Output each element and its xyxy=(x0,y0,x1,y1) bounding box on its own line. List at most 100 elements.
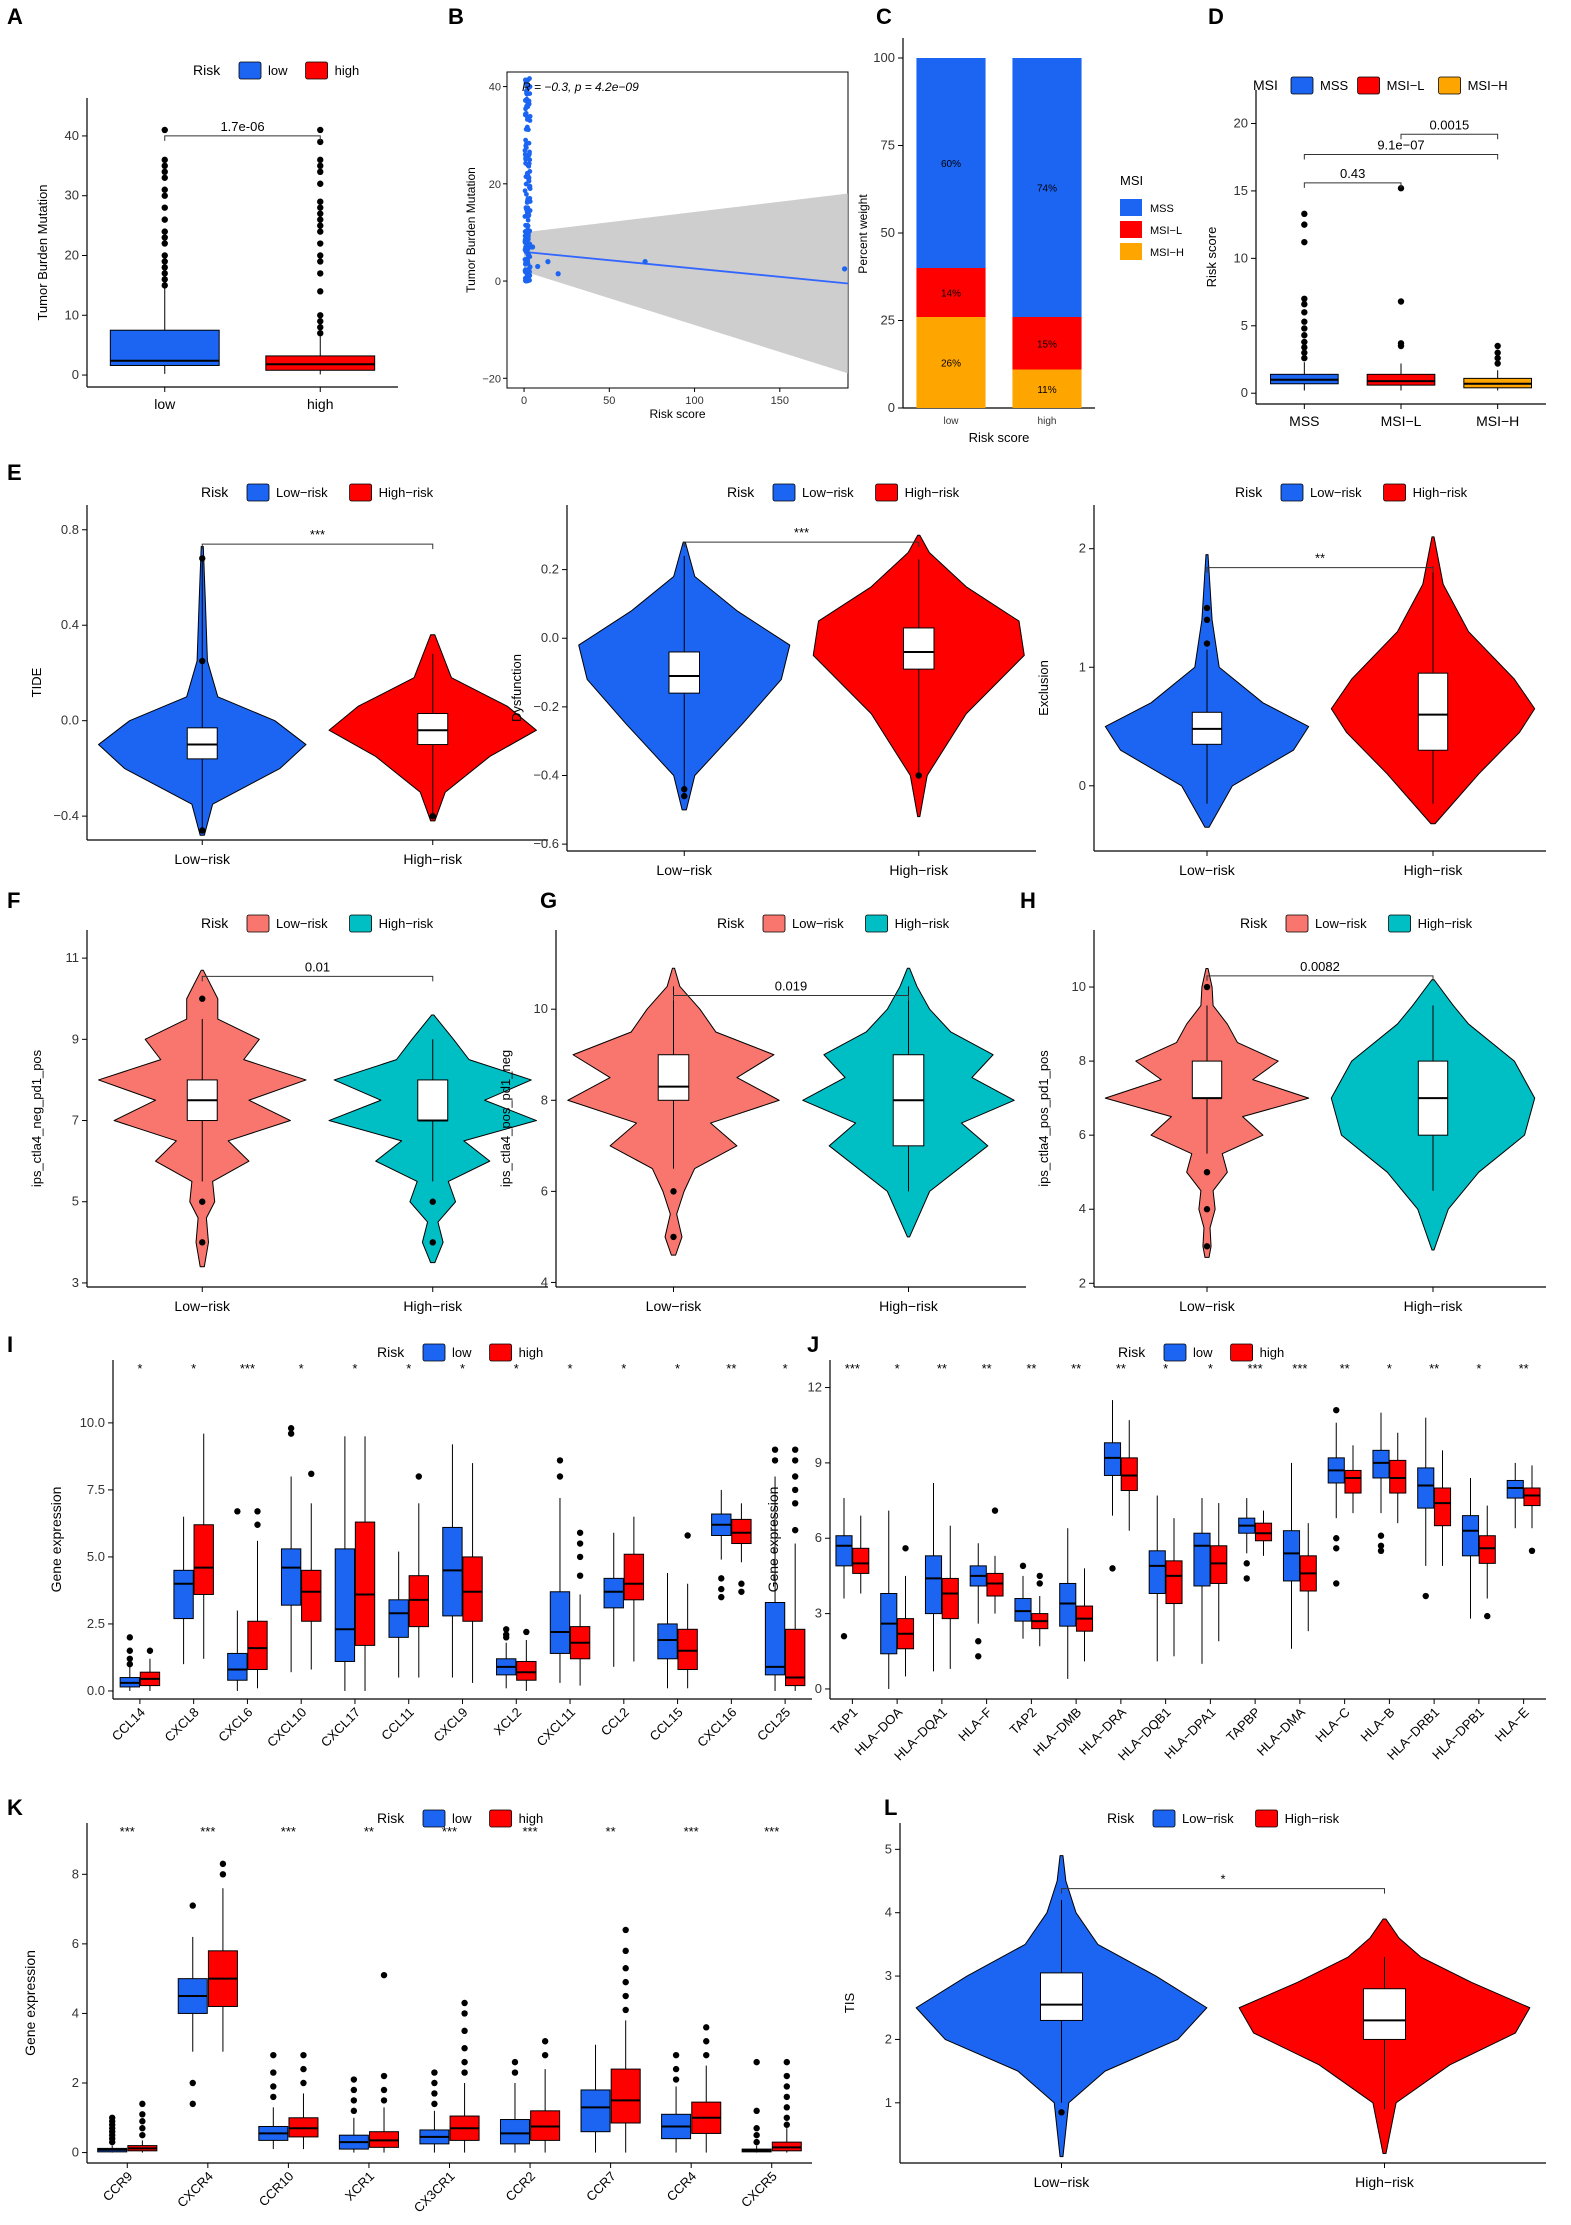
significance-star: ** xyxy=(1429,1361,1439,1376)
y-tick-label: 0 xyxy=(815,1681,822,1696)
outlier-point xyxy=(975,1638,982,1645)
outlier-point xyxy=(791,1457,799,1464)
y-tick-label: −0.2 xyxy=(533,699,559,714)
legend-swatch xyxy=(422,1809,446,1828)
data-point xyxy=(525,276,531,282)
outlier-point xyxy=(541,2038,549,2045)
outlier-point xyxy=(1203,604,1211,612)
outlier-point xyxy=(1243,1575,1250,1582)
significance-star: * xyxy=(568,1361,573,1376)
outlier-point xyxy=(511,2058,519,2066)
significance-star: * xyxy=(514,1361,519,1376)
data-point xyxy=(527,149,532,155)
significance-star: * xyxy=(675,1361,680,1376)
outlier-point xyxy=(718,1575,725,1582)
significance-bracket xyxy=(683,541,920,548)
x-tick-label: HLA−C xyxy=(1312,1705,1353,1746)
data-point xyxy=(523,206,529,212)
y-tick-label: 6 xyxy=(815,1530,822,1545)
significance-star: *** xyxy=(200,1824,215,1839)
outlier-point xyxy=(161,234,168,241)
x-tick-label: High−risk xyxy=(889,862,949,878)
outlier-point xyxy=(431,2100,438,2108)
outlier-point xyxy=(161,240,168,247)
outlier-point xyxy=(718,1593,725,1601)
data-point xyxy=(522,152,528,157)
outlier-point xyxy=(753,2138,760,2146)
box xyxy=(924,1555,943,1615)
x-tick-label: CXCL17 xyxy=(318,1705,363,1750)
outlier-point xyxy=(317,312,324,319)
outlier-point xyxy=(161,252,168,259)
box xyxy=(1478,1535,1496,1564)
significance-label: 9.1e−07 xyxy=(1377,138,1424,153)
legend-title: Risk xyxy=(193,62,221,78)
y-tick-label: 0 xyxy=(72,2145,79,2160)
panel-a: 0 10 20 30 40 Tumor Burden Mutation Risk low hig… xyxy=(35,61,398,412)
outlier-point xyxy=(199,657,206,665)
box xyxy=(193,1524,214,1595)
data-point xyxy=(525,217,531,223)
data-point xyxy=(527,157,533,163)
outlier-point xyxy=(161,270,168,277)
box xyxy=(1040,1972,1083,2021)
outlier-point xyxy=(703,2051,710,2059)
y-tick-label: 3 xyxy=(815,1606,822,1621)
outlier-point xyxy=(270,2069,277,2076)
outlier-point xyxy=(161,276,168,283)
bar-value-label: 15% xyxy=(1037,339,1057,350)
outlier-point xyxy=(461,2069,468,2076)
outlier-point xyxy=(317,270,324,277)
panel-h: 2 4 6 8 10 ips_ctla4_pos_pd1_pos Risk Low−risk H… xyxy=(1036,914,1546,1314)
outlier-point xyxy=(1301,344,1308,351)
legend-title: Risk xyxy=(201,915,229,931)
outlier-point xyxy=(1203,1206,1211,1213)
legend-swatch xyxy=(1438,76,1461,95)
outlier-point xyxy=(308,1470,315,1478)
box xyxy=(623,1553,645,1601)
legend-entry: High−risk xyxy=(905,485,960,500)
x-tick-label: Low−risk xyxy=(174,1298,231,1314)
legend-swatch xyxy=(1285,914,1309,933)
outlier-point xyxy=(189,1902,196,1909)
data-point xyxy=(524,117,530,122)
significance-bracket xyxy=(201,543,434,550)
outlier-point xyxy=(1422,1592,1429,1600)
y-tick-label: 0.0 xyxy=(87,1683,105,1698)
outlier-point xyxy=(317,126,324,134)
data-point xyxy=(525,101,531,107)
y-tick-label: 10 xyxy=(1072,979,1086,994)
outlier-point xyxy=(902,1545,909,1552)
legend-entry: MSI−H xyxy=(1150,247,1184,259)
x-tick-label: 100 xyxy=(685,395,703,407)
y-tick-label: 0 xyxy=(495,276,501,288)
outlier-point xyxy=(1528,1547,1536,1555)
box xyxy=(516,1660,537,1681)
regression-line xyxy=(523,250,849,285)
legend-swatch xyxy=(489,1343,513,1362)
y-tick-label: 10 xyxy=(65,307,79,322)
outlier-point xyxy=(461,2027,468,2035)
outlier-point xyxy=(300,2065,307,2073)
bar-value-label: 14% xyxy=(941,289,961,300)
legend-swatch xyxy=(1357,76,1380,95)
outlier-point xyxy=(431,2069,438,2076)
panel-b: −20 0 20 40 0 50 100 150 Tumor Burden Mutation Ri… xyxy=(464,71,849,421)
data-point xyxy=(525,236,531,242)
significance-star: * xyxy=(1476,1361,1481,1376)
outlier-point xyxy=(783,2114,791,2121)
box xyxy=(1417,1467,1435,1509)
outlier-point xyxy=(1301,210,1308,218)
outlier-point xyxy=(1333,1535,1340,1542)
panel-letter: C xyxy=(876,4,892,29)
legend-entry: High−risk xyxy=(1285,1811,1340,1826)
outlier-point xyxy=(511,2069,519,2076)
significance-star: * xyxy=(783,1361,788,1376)
legend-swatch xyxy=(1388,914,1411,933)
significance-star: ** xyxy=(364,1824,374,1839)
significance-label: ** xyxy=(1315,551,1325,566)
outlier-point xyxy=(753,2107,760,2115)
outlier-point xyxy=(139,2118,146,2125)
outlier-point xyxy=(139,2111,146,2118)
data-point xyxy=(642,259,648,265)
